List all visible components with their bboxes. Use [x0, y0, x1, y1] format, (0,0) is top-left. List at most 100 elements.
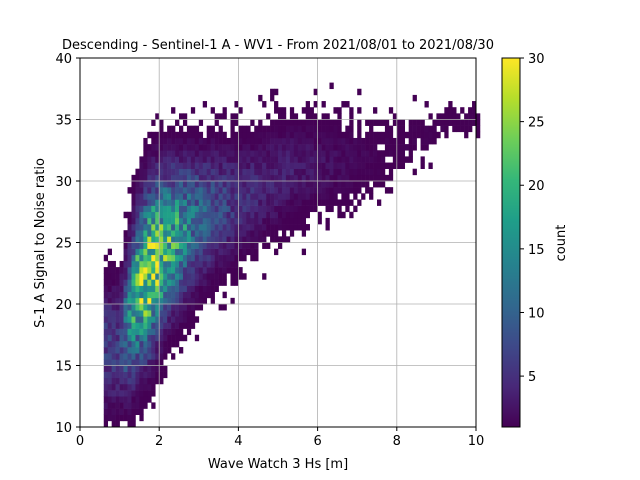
heatmap-cell — [131, 396, 136, 403]
heatmap-cell — [357, 150, 362, 157]
heatmap-cell — [440, 119, 445, 126]
heatmap-cell — [210, 291, 215, 299]
heatmap-cell — [202, 285, 208, 292]
heatmap-cell — [301, 248, 307, 256]
heatmap-cell — [139, 199, 144, 206]
heatmap-cell — [175, 260, 180, 268]
heatmap-cell — [147, 156, 152, 163]
heatmap-cell — [278, 205, 283, 213]
heatmap-cell — [115, 390, 120, 397]
heatmap-cell — [357, 137, 362, 145]
heatmap-cell — [194, 193, 200, 200]
heatmap-cell — [452, 125, 457, 133]
heatmap-cell — [388, 131, 394, 139]
heatmap-cell — [266, 217, 271, 225]
heatmap-cell — [214, 150, 219, 157]
heatmap-cell — [131, 205, 136, 213]
heatmap-cell — [163, 211, 168, 219]
heatmap-cell — [210, 193, 215, 200]
heatmap-cell — [218, 267, 223, 274]
heatmap-cell — [325, 217, 330, 225]
heatmap-cell — [321, 199, 326, 206]
heatmap-cell — [190, 193, 196, 200]
heatmap-cell — [131, 285, 136, 292]
heatmap-cell — [230, 279, 235, 286]
heatmap-cell — [175, 205, 180, 213]
heatmap-cell — [190, 162, 196, 169]
heatmap-cell — [175, 328, 180, 336]
heatmap-cell — [139, 156, 144, 163]
heatmap-cell — [234, 101, 239, 108]
heatmap-cell — [186, 248, 192, 256]
heatmap-cell — [163, 144, 168, 151]
heatmap-cell — [186, 125, 192, 133]
heatmap-cell — [103, 310, 109, 317]
heatmap-cell — [159, 174, 164, 182]
heatmap-cell — [266, 150, 271, 157]
heatmap-cell — [329, 156, 334, 163]
heatmap-cell — [396, 156, 402, 163]
heatmap-cell — [353, 150, 358, 157]
heatmap-cell — [175, 230, 180, 237]
heatmap-cell — [139, 383, 144, 391]
heatmap-cell — [404, 156, 409, 163]
heatmap-cell — [147, 285, 152, 292]
heatmap-cell — [305, 187, 310, 194]
heatmap-cell — [163, 224, 168, 231]
heatmap-cell — [111, 420, 116, 428]
heatmap-cell — [210, 174, 215, 182]
heatmap-cell — [151, 236, 156, 243]
heatmap-cell — [250, 199, 255, 206]
heatmap-cell — [460, 125, 465, 133]
heatmap-cell — [155, 359, 160, 366]
heatmap-cell — [135, 285, 140, 292]
heatmap-cell — [361, 174, 366, 182]
heatmap-cell — [281, 236, 287, 243]
heatmap-cell — [325, 187, 330, 194]
heatmap-cell — [123, 414, 128, 422]
heatmap-cell — [151, 365, 156, 372]
heatmap-cell — [293, 131, 299, 139]
heatmap-cell — [388, 187, 394, 194]
heatmap-cell — [175, 236, 180, 243]
heatmap-cell — [230, 137, 235, 145]
heatmap-cell — [111, 316, 116, 323]
heatmap-cell — [159, 137, 164, 145]
heatmap-cell — [270, 174, 275, 182]
heatmap-cell — [242, 187, 247, 194]
heatmap-cell — [111, 353, 116, 360]
heatmap-cell — [317, 119, 322, 126]
heatmap-cell — [254, 156, 259, 163]
heatmap-cell — [151, 137, 156, 145]
heatmap-cell — [222, 291, 227, 299]
heatmap-cell — [159, 267, 164, 274]
heatmap-cell — [309, 199, 314, 206]
heatmap-cell — [234, 156, 239, 163]
heatmap-cell — [281, 187, 287, 194]
heatmap-cell — [143, 254, 148, 262]
heatmap-cell — [289, 144, 295, 151]
heatmap-cell — [143, 242, 148, 249]
heatmap-cell — [226, 162, 231, 169]
heatmap-cell — [182, 267, 188, 274]
heatmap-cell — [456, 125, 461, 133]
heatmap-cell — [416, 119, 421, 126]
heatmap-cell — [357, 162, 362, 169]
heatmap-cell — [258, 224, 263, 231]
heatmap-cell — [210, 131, 215, 139]
heatmap-cell — [373, 181, 378, 188]
heatmap-cell — [182, 322, 188, 329]
heatmap-cell — [103, 420, 109, 428]
heatmap-cell — [198, 236, 204, 243]
heatmap-cell — [119, 408, 124, 415]
colorbar-tick-label: 20 — [528, 179, 545, 194]
y-axis-label: S-1 A Signal to Noise ratio — [33, 158, 48, 328]
heatmap-cell — [337, 156, 342, 163]
heatmap-cell — [119, 291, 124, 299]
heatmap-cell — [384, 144, 390, 151]
heatmap-cell — [135, 254, 140, 262]
heatmap-cell — [147, 390, 152, 397]
heatmap-cell — [163, 328, 168, 336]
heatmap-cell — [210, 156, 215, 163]
heatmap-cell — [155, 174, 160, 182]
